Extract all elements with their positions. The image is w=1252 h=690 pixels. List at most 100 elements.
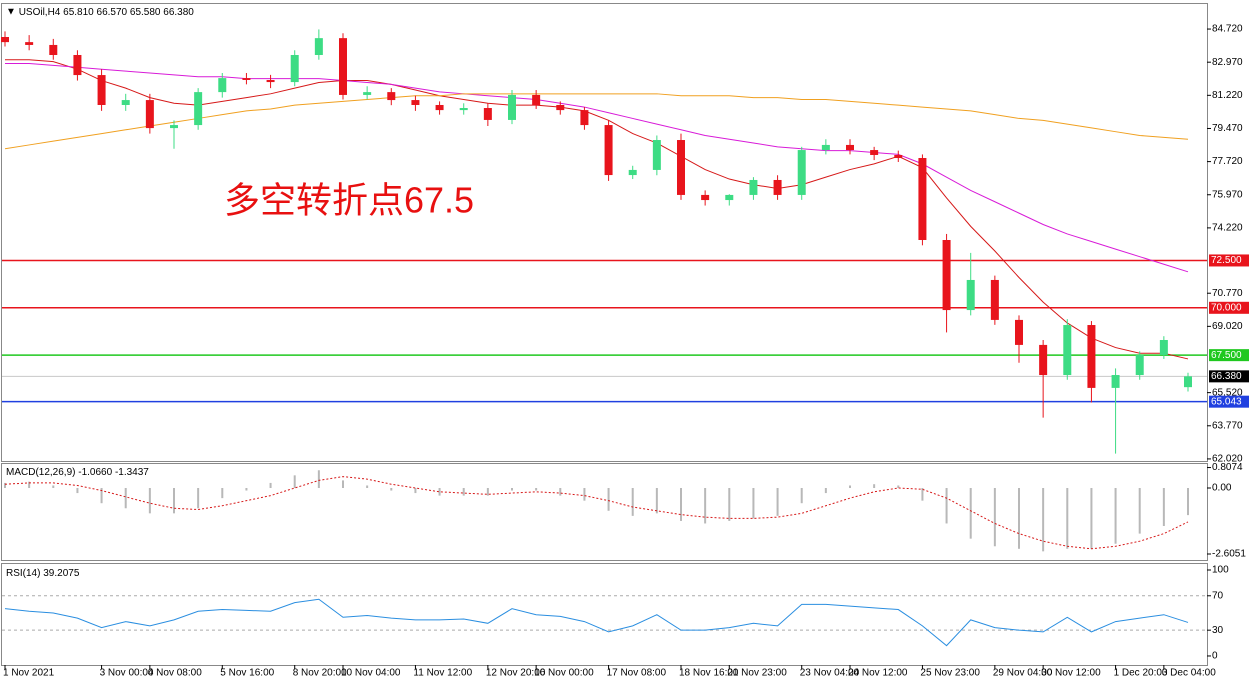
y-tick-label: 82.970 <box>1212 57 1243 68</box>
x-tick-label: 21 Nov 23:00 <box>727 668 787 679</box>
candle-body <box>677 140 685 195</box>
macd-bar <box>293 475 296 489</box>
candle-body <box>1063 325 1072 376</box>
macd-bar <box>680 488 682 521</box>
x-tick-label: 8 Nov 20:00 <box>293 668 347 679</box>
macd-bar <box>607 488 610 511</box>
macd-bar <box>100 488 103 504</box>
macd-bar <box>245 488 248 491</box>
macd-bar <box>28 481 31 489</box>
candle-body <box>725 194 734 201</box>
macd-bar <box>921 488 924 501</box>
macd-bar <box>583 488 586 501</box>
macd-panel-frame <box>1 463 1208 561</box>
candle-body <box>1039 344 1048 376</box>
x-tick-label: 5 Nov 16:00 <box>220 668 274 679</box>
candle-body <box>1184 376 1192 388</box>
candle-body <box>483 108 492 120</box>
candle-body <box>821 144 830 151</box>
macd-bar <box>4 482 6 489</box>
open-price: 65.810 <box>63 7 94 18</box>
candle-body <box>145 100 154 129</box>
y-tick-label: 77.720 <box>1212 156 1243 167</box>
macd-header: MACD(12,26,9) -1.0660 -1.3437 <box>6 467 149 478</box>
macd-bar <box>221 488 224 499</box>
macd-bar <box>655 488 658 514</box>
x-tick-label: 1 Dec 20:00 <box>1114 668 1168 679</box>
macd-bar <box>945 488 948 524</box>
macd-bar <box>197 488 200 509</box>
y-tick-label: 0.00 <box>1212 483 1232 494</box>
macd-bar <box>390 488 393 491</box>
candle-body <box>411 100 420 105</box>
x-tick-label: 1 Nov 2021 <box>3 668 55 679</box>
candle-body <box>49 44 58 55</box>
high-price: 66.570 <box>97 7 128 18</box>
x-tick-label: 12 Nov 20:00 <box>486 668 546 679</box>
price-label-box <box>1209 349 1249 362</box>
rsi-value: 39.2075 <box>43 568 80 579</box>
price-label-box <box>1209 370 1249 383</box>
y-tick-label: 70.770 <box>1212 288 1243 299</box>
price-label-box <box>1209 301 1249 314</box>
price-label: 65.043 <box>1211 396 1242 407</box>
macd-bar <box>728 488 731 521</box>
macd-bar <box>993 488 996 547</box>
candle-body <box>314 38 323 55</box>
candle-body <box>580 110 589 126</box>
macd-bar <box>1018 488 1020 549</box>
candle-body <box>604 125 613 176</box>
price-label: 66.380 <box>1211 371 1242 382</box>
rsi-line <box>4 598 1189 647</box>
candle-body <box>194 92 203 126</box>
macd-bar <box>511 488 513 491</box>
price-label-box <box>1209 395 1249 408</box>
candle-body <box>242 78 251 80</box>
y-tick-label: 75.970 <box>1212 189 1243 200</box>
macd-bar <box>752 488 755 519</box>
candle-body <box>266 79 275 83</box>
moving-average <box>5 63 1189 273</box>
macd-bar <box>486 488 489 496</box>
candle-body <box>1135 354 1144 376</box>
y-tick-label: 81.220 <box>1212 90 1243 101</box>
x-tick-label: 29 Nov 04:00 <box>993 668 1053 679</box>
macd-bar <box>824 488 827 494</box>
candle-body <box>508 94 516 120</box>
macd-bar <box>1042 488 1045 552</box>
macd-value: -1.0660 <box>78 467 112 478</box>
macd-bar <box>462 488 465 496</box>
x-tick-label: 23 Nov 04:00 <box>800 668 860 679</box>
moving-average <box>5 59 1189 360</box>
macd-bar <box>148 488 151 514</box>
candle-body <box>846 144 854 151</box>
price-label-box <box>1209 254 1249 267</box>
x-tick-label: 24 Nov 12:00 <box>848 668 908 679</box>
macd-bar <box>535 488 538 491</box>
macd-bar <box>776 488 779 516</box>
candle-body <box>435 104 444 111</box>
y-tick-label: 30 <box>1212 625 1224 636</box>
candle-body <box>556 104 565 111</box>
x-tick-label: 3 Dec 04:00 <box>1162 668 1216 679</box>
macd-bar <box>173 488 175 514</box>
macd-bar <box>269 482 272 489</box>
macd-bar <box>317 470 320 489</box>
macd-bar <box>873 484 876 489</box>
macd-bar <box>897 485 900 489</box>
macd-bar <box>366 485 369 489</box>
y-tick-label: 79.470 <box>1212 123 1243 134</box>
rsi-title: RSI(14) <box>6 568 40 579</box>
x-tick-label: 17 Nov 08:00 <box>607 668 667 679</box>
candle-body <box>25 42 34 45</box>
x-tick-label: 25 Nov 23:00 <box>920 668 980 679</box>
price-label: 72.500 <box>1211 255 1242 266</box>
y-tick-label: 65.520 <box>1212 387 1243 398</box>
candle-body <box>170 125 178 129</box>
candle-body <box>918 158 927 241</box>
candle-body <box>290 54 299 83</box>
x-tick-label: 16 Nov 00:00 <box>534 668 594 679</box>
macd-bar <box>1090 488 1093 549</box>
candle-body <box>701 194 710 201</box>
